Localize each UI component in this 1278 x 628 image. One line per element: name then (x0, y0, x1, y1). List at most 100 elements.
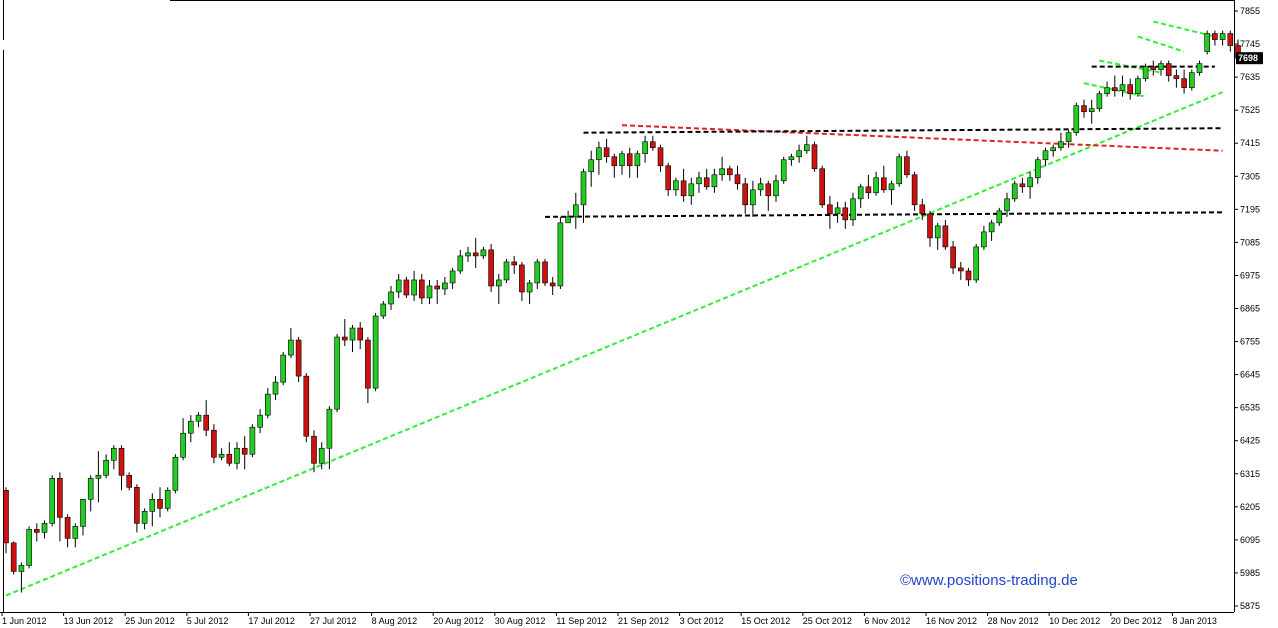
candle-body-up (773, 180, 779, 197)
candle (780, 156, 787, 184)
y-tick-label: 6755 (1240, 337, 1260, 347)
candle-body-up (1042, 150, 1049, 161)
candle (103, 454, 109, 479)
candle-body-up (1035, 159, 1041, 179)
candle (1173, 69, 1180, 88)
candle (657, 144, 664, 172)
candle (95, 451, 102, 503)
candle-body-up (888, 183, 895, 191)
y-tick-label: 7745 (1240, 39, 1260, 49)
candle-body-up (934, 225, 941, 239)
trendline-flag-lower-1 (1083, 82, 1146, 98)
candle (896, 153, 903, 187)
candle-body-up (1004, 198, 1010, 212)
candle-body-down (626, 153, 633, 167)
candle (57, 472, 63, 542)
candle-body-down (649, 141, 656, 149)
candle-body-down (742, 183, 749, 206)
candle-body-down (919, 204, 926, 215)
candle-body-down (1181, 78, 1187, 88)
candle (341, 319, 348, 347)
candle-body-down (927, 213, 933, 239)
candle-body-up (1204, 33, 1210, 52)
candle (773, 174, 779, 202)
x-tick-label: 27 Jul 2012 (310, 616, 357, 626)
x-tick-label: 1 Jun 2012 (2, 616, 47, 626)
candle (64, 514, 71, 548)
candle-body-down (880, 177, 887, 191)
candle (1204, 30, 1210, 55)
candle-body-up (1027, 177, 1033, 188)
candle-body-up (388, 291, 394, 305)
price-tag-box (1236, 52, 1263, 65)
candle (218, 448, 225, 461)
candle (172, 454, 179, 494)
x-tick-label: 6 Nov 2012 (864, 616, 910, 626)
candle-body-up (1058, 141, 1064, 149)
candle (72, 523, 79, 548)
candle (288, 328, 294, 359)
chart-frame (0, 0, 1235, 613)
candle (865, 174, 872, 199)
candle-body-up (349, 327, 356, 341)
candle (534, 258, 541, 289)
candle-body-up (395, 279, 402, 293)
candle-body-down (57, 477, 63, 518)
candle (1158, 60, 1164, 76)
candle-body-down (665, 165, 672, 191)
y-tick-label: 6205 (1240, 502, 1260, 512)
candle (311, 430, 317, 473)
candle-body-down (680, 180, 687, 197)
candle (819, 165, 826, 208)
candle (203, 400, 209, 437)
candle (257, 409, 263, 434)
candle-body-down (295, 339, 302, 377)
candle (1019, 177, 1026, 193)
candle-body-up (480, 249, 487, 257)
candle-body-up (1011, 183, 1018, 200)
candle (357, 322, 364, 350)
candle (26, 526, 32, 569)
candle (988, 219, 995, 241)
candle-body-down (1227, 33, 1234, 46)
candle-body-up (257, 414, 263, 428)
candle-body-up (49, 477, 56, 524)
x-tick-label: 11 Sep 2012 (556, 616, 606, 626)
candle-body-down (957, 267, 964, 272)
candle-body-up (1135, 78, 1141, 94)
candle (696, 171, 702, 193)
candle-body-up (111, 447, 117, 461)
candle (1081, 99, 1087, 118)
candle-body-up (796, 150, 802, 158)
candle (249, 424, 256, 458)
candle-body-up (673, 180, 679, 191)
candle-body-down (965, 270, 972, 281)
candle (1189, 69, 1195, 91)
candle-body-up (1065, 132, 1072, 143)
candle-body-up (750, 189, 756, 206)
candle-body-down (33, 529, 40, 533)
candle-body-up (411, 279, 417, 296)
candle (888, 180, 895, 205)
candle (241, 436, 248, 470)
candle-body-up (41, 523, 48, 533)
candle (934, 222, 941, 250)
candle (41, 520, 48, 539)
candle-body-up (249, 426, 256, 455)
candle-body-up (634, 153, 641, 167)
candle (973, 243, 980, 283)
candle (1112, 75, 1118, 97)
candle (442, 276, 448, 295)
candle (526, 279, 533, 304)
candle (811, 141, 818, 172)
candle (457, 249, 464, 274)
x-tick-label: 25 Oct 2012 (803, 616, 852, 626)
candle-body-up (526, 282, 533, 293)
candle (380, 300, 387, 320)
candle-body-down (827, 204, 833, 215)
candle-body-down (118, 447, 125, 476)
candle (1027, 171, 1033, 199)
y-tick-label: 6975 (1240, 270, 1260, 280)
candle-body-up (318, 447, 325, 464)
candle (1181, 69, 1187, 94)
